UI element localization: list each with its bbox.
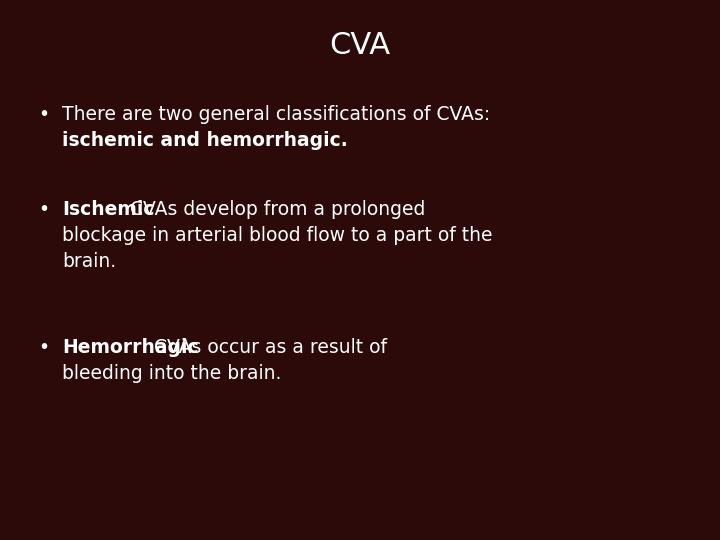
Text: blockage in arterial blood flow to a part of the: blockage in arterial blood flow to a par… (62, 226, 492, 245)
Text: Ischemic: Ischemic (62, 200, 155, 219)
Text: •: • (38, 338, 49, 357)
Text: There are two general classifications of CVAs:: There are two general classifications of… (62, 105, 490, 124)
Text: ischemic and hemorrhagic.: ischemic and hemorrhagic. (62, 131, 348, 150)
Text: Hemorrhagic: Hemorrhagic (62, 338, 199, 357)
Text: CVAs develop from a prolonged: CVAs develop from a prolonged (124, 200, 426, 219)
Text: CVAs occur as a result of: CVAs occur as a result of (148, 338, 387, 357)
Text: bleeding into the brain.: bleeding into the brain. (62, 364, 282, 383)
Text: CVA: CVA (330, 30, 390, 59)
Text: •: • (38, 200, 49, 219)
Text: •: • (38, 105, 49, 124)
Text: brain.: brain. (62, 252, 116, 271)
